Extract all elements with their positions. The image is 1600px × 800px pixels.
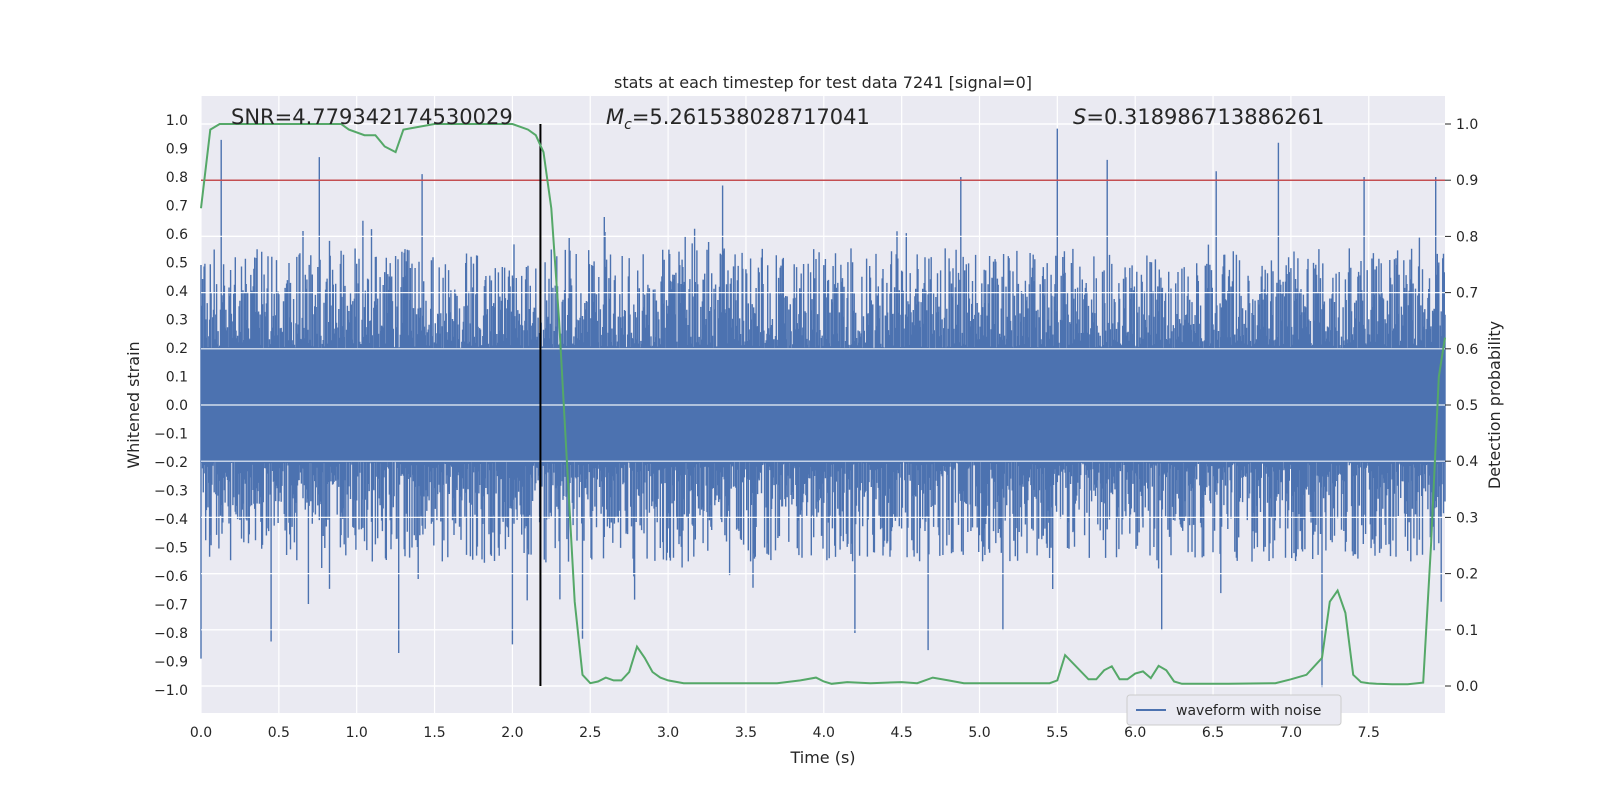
y-tick-label: 0.2 <box>166 341 188 357</box>
x-tick-label: 2.0 <box>501 725 523 741</box>
y-tick-label: −0.9 <box>154 655 188 671</box>
y2-tick-label: 0.0 <box>1456 679 1478 695</box>
y2-tick-label: 0.4 <box>1456 454 1478 470</box>
y2-tick-label: 0.6 <box>1456 342 1478 358</box>
x-tick-label: 0.0 <box>190 725 212 741</box>
y-tick-label: 0.6 <box>166 227 188 243</box>
x-tick-label: 6.0 <box>1124 725 1146 741</box>
x-tick-label: 1.0 <box>346 725 368 741</box>
y-tick-label: −0.7 <box>154 598 188 614</box>
y-tick-label: −1.0 <box>154 683 188 699</box>
chirp-mass-annotation: Mc=5.261538028717041 <box>606 105 870 133</box>
x-tick-label: 5.0 <box>968 725 990 741</box>
x-axis-label: Time (s) <box>789 748 855 767</box>
y-tick-label: −0.1 <box>154 427 188 443</box>
x-tick-label: 6.5 <box>1202 725 1224 741</box>
y-tick-label: 0.1 <box>166 370 188 386</box>
y-tick-label: 0.4 <box>166 284 188 300</box>
detection-probability-line <box>200 123 1446 686</box>
y-tick-label: −0.2 <box>154 455 188 471</box>
x-tick-label: 2.5 <box>579 725 601 741</box>
snr-annotation: SNR=4.779342174530029 <box>231 105 513 129</box>
x-tick-label: 7.5 <box>1358 725 1380 741</box>
y-tick-label: 0.8 <box>166 170 188 186</box>
y2-axis-label: Detection probability <box>1485 321 1504 489</box>
y2-axis-ticks: 1.0 0.9 0.8 0.7 0.6 0.5 0.4 0.3 0.2 0.1 0.0 <box>1445 117 1478 695</box>
y2-tick-label: 1.0 <box>1456 117 1478 133</box>
y-tick-label: 0.3 <box>166 313 188 329</box>
x-tick-label: 7.0 <box>1280 725 1302 741</box>
y2-tick-label: 0.2 <box>1456 567 1478 583</box>
y-tick-label: −0.8 <box>154 626 188 642</box>
y-tick-label: −0.4 <box>154 512 188 528</box>
y-tick-label: 0.0 <box>166 398 188 414</box>
y-axis-label: Whitened strain <box>124 341 143 468</box>
y-tick-label: −0.3 <box>154 484 188 500</box>
y-tick-label: 0.7 <box>166 199 188 215</box>
x-tick-label: 4.0 <box>813 725 835 741</box>
y-tick-label: −0.5 <box>154 541 188 557</box>
chart-title: stats at each timestep for test data 724… <box>614 73 1032 92</box>
y2-tick-label: 0.9 <box>1456 173 1478 189</box>
y2-tick-label: 0.5 <box>1456 398 1478 414</box>
x-tick-label: 1.5 <box>423 725 445 741</box>
y2-tick-label: 0.3 <box>1456 510 1478 526</box>
y-axis-ticks: 1.0 0.9 0.8 0.7 0.6 0.5 0.4 0.3 0.2 0.1 0.0 −0.1 −0.… <box>154 113 188 699</box>
s-annotation: S=0.318986713886261 <box>1073 105 1324 129</box>
x-tick-label: 4.5 <box>891 725 913 741</box>
x-tick-label: 5.5 <box>1046 725 1068 741</box>
y-tick-label: 0.9 <box>166 142 188 158</box>
y-tick-label: 1.0 <box>166 113 188 129</box>
y-tick-label: 0.5 <box>166 256 188 272</box>
y2-tick-label: 0.7 <box>1456 286 1478 302</box>
y-tick-label: −0.6 <box>154 569 188 585</box>
x-axis-ticks: 0.0 0.5 1.0 1.5 2.0 2.5 3.0 3.5 4.0 4.5 5.0 5.5 6.0 6… <box>190 725 1380 741</box>
legend: waveform with noise <box>1126 694 1342 726</box>
y2-tick-label: 0.1 <box>1456 623 1478 639</box>
y2-tick-label: 0.8 <box>1456 229 1478 245</box>
x-tick-label: 3.0 <box>657 725 679 741</box>
x-tick-label: 0.5 <box>268 725 290 741</box>
x-tick-label: 3.5 <box>735 725 757 741</box>
legend-label: waveform with noise <box>1176 703 1321 719</box>
legend-box <box>1126 694 1342 726</box>
